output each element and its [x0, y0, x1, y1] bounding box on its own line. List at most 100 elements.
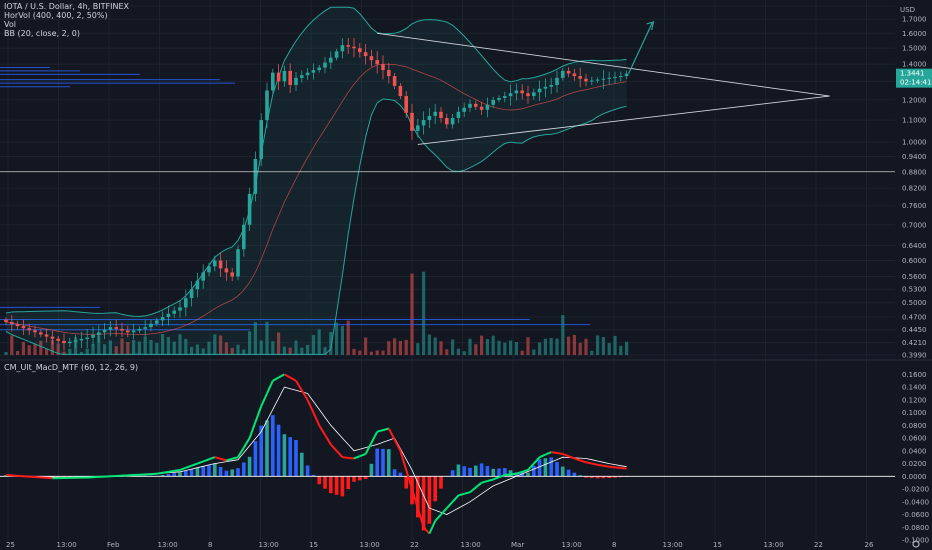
candle-body [15, 324, 20, 327]
price-axis[interactable]: USD1.70001.60001.50001.40001.30001.20001… [896, 6, 932, 360]
candle-body [265, 90, 269, 121]
macd-histogram-bar [607, 476, 611, 479]
macd-line-segment [376, 429, 384, 433]
volume-bar [625, 341, 629, 355]
macd-line-segment [335, 450, 344, 458]
volume-bar [514, 341, 518, 355]
macd-line-segment [231, 456, 239, 460]
volume-bar [166, 336, 170, 355]
volume-bar [10, 335, 14, 355]
macd-axis[interactable]: 0.1600 0.1400 0.1200 0.1000 0.0800 0.0600 0.04… [902, 371, 929, 545]
price-tick-label: 0.3990 [902, 352, 927, 360]
triangle-lower-line [417, 95, 830, 145]
volume-bar [317, 329, 321, 355]
macd-tick-label: 0.0400 [902, 447, 927, 455]
macd-line-segment [574, 457, 581, 462]
macd-line-segment [585, 461, 593, 465]
volume-bars [4, 271, 629, 355]
time-tick-label: 8 [208, 541, 212, 549]
macd-histogram-bar [462, 466, 466, 477]
price-tick-label: 0.4450 [902, 326, 927, 334]
macd-histogram-bar [282, 434, 287, 477]
candle-body [242, 224, 246, 250]
candle-body [282, 70, 287, 82]
candle-body [4, 319, 8, 323]
volume-bar [39, 340, 43, 355]
macd-line-segment [487, 478, 494, 483]
volume-bar [294, 340, 298, 355]
volume-bar [224, 342, 228, 355]
candle-body [450, 117, 455, 125]
price-tick-label: 0.8200 [902, 185, 927, 193]
settings-icon[interactable] [912, 540, 920, 548]
macd-line-segment [393, 439, 402, 452]
macd-line-segment [551, 451, 558, 455]
candle-body [131, 330, 136, 333]
volume-bar [445, 349, 449, 355]
macd-line-segment [202, 458, 210, 463]
candle-body [300, 75, 304, 78]
price-tick-label: 0.6400 [902, 242, 927, 250]
volume-bar [137, 341, 141, 355]
legend-vol: Vol [4, 20, 16, 29]
time-tick-label: 13:00 [158, 541, 178, 549]
macd-line-segment [475, 481, 483, 489]
candle-body [404, 96, 408, 113]
time-tick-label: 13:00 [360, 541, 380, 549]
macd-histogram-bar [572, 472, 577, 477]
macd-histogram-bar [56, 476, 60, 478]
macd-line-segment [295, 380, 303, 391]
time-axis[interactable]: 25 13:00 Feb 13:00 8 13:00 15 13:00 22 13:00 Mar 13… [6, 541, 874, 549]
candle-body [91, 334, 95, 338]
candle-body [566, 70, 571, 74]
price-tick-label: 0.4210 [902, 339, 927, 347]
macd-histogram-bar [601, 476, 606, 479]
candle-body [532, 92, 536, 97]
candle-body [126, 330, 130, 333]
macd-tick-label: -0.0400 [902, 498, 929, 506]
triangle-drawing[interactable] [0, 21, 895, 173]
macd-histogram-bar [230, 469, 234, 477]
volume-bar [62, 351, 66, 355]
triangle-upper-line [377, 32, 830, 97]
price-tick-label: 0.7000 [902, 221, 927, 229]
candle-body [33, 330, 37, 333]
macd-tick-label: 0.1400 [902, 384, 927, 392]
volume-bar [213, 334, 217, 355]
macd-histogram-bar [479, 463, 484, 477]
candle-body [590, 80, 594, 82]
candle-body [27, 328, 31, 331]
time-tick-label: 25 [6, 541, 15, 549]
price-tick-label: 0.5000 [902, 299, 927, 307]
macd-line-segment [510, 472, 517, 476]
macd-line-segment [220, 457, 227, 462]
candle-body [102, 329, 107, 333]
macd-line-segment [463, 491, 471, 495]
time-tick-label: 13:00 [764, 541, 784, 549]
macd-histogram-bar [224, 470, 229, 477]
macd-line-segment [168, 469, 175, 473]
candle-body [427, 115, 432, 121]
volume-bar [306, 344, 310, 355]
volume-bar [561, 315, 565, 355]
price-tick-label: 0.8800 [902, 168, 927, 176]
time-tick-label: 13:00 [663, 541, 683, 549]
macd-line-segment [544, 451, 552, 456]
macd-histogram-bar [317, 476, 321, 485]
macd-histogram-bar [346, 476, 350, 490]
candle-body [352, 46, 356, 49]
macd-line-segment [260, 393, 268, 407]
price-tick-label: 1.0000 [902, 139, 927, 147]
macd-line-segment [197, 460, 204, 465]
candle-body [416, 125, 420, 131]
macd-line-segment [364, 442, 373, 455]
price-tick-label: 1.5000 [902, 45, 927, 53]
bb-lower [5, 98, 627, 355]
macd-histogram-bar [404, 476, 408, 489]
candle-body [178, 307, 182, 311]
volume-bar [456, 348, 460, 355]
macd-line-segment [237, 447, 245, 458]
macd-line-segment [300, 389, 309, 401]
candle-body [207, 266, 211, 273]
